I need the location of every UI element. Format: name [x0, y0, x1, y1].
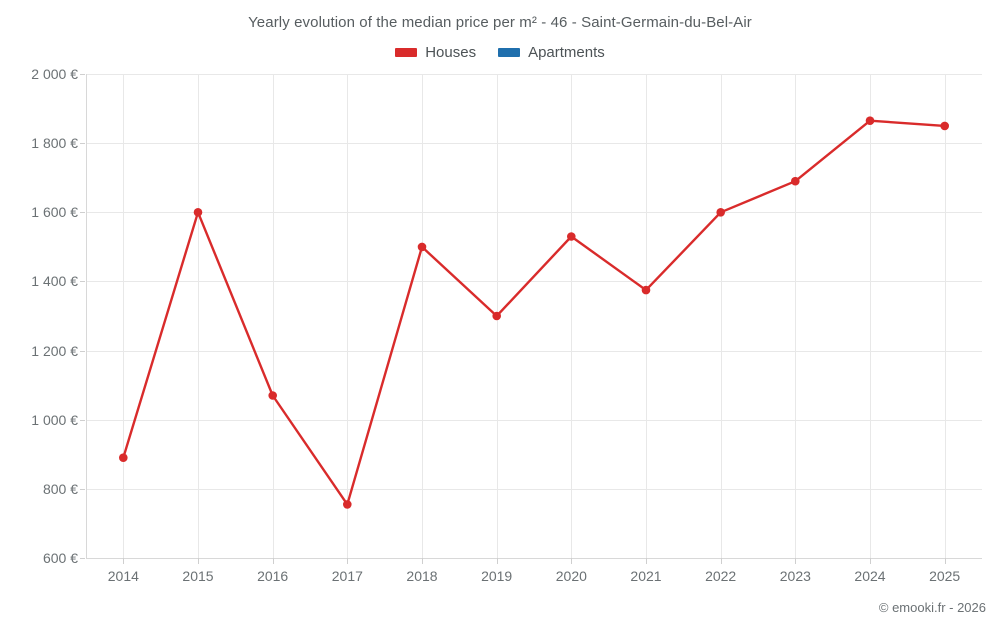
x-axis-tick-mark [272, 558, 274, 564]
y-axis-tick-mark [80, 74, 85, 75]
x-axis-tick-label: 2024 [854, 568, 886, 584]
series-line-houses [122, 119, 946, 506]
x-axis-tick-mark [944, 558, 946, 564]
gridline-vertical [795, 74, 797, 558]
legend-label-apartments: Apartments [528, 44, 605, 61]
x-axis-line [86, 558, 982, 559]
x-axis-tick-label: 2018 [406, 568, 438, 584]
y-axis-tick-label: 1 600 € [31, 204, 78, 221]
legend-item-houses[interactable]: Houses [395, 44, 476, 61]
gridline-vertical [944, 74, 946, 558]
x-axis-tick-mark [496, 558, 498, 564]
x-axis-tick-mark [198, 558, 199, 564]
data-point[interactable] [641, 285, 651, 295]
y-axis-tick-mark [80, 558, 85, 559]
chart-title: Yearly evolution of the median price per… [248, 14, 752, 31]
data-point[interactable] [343, 500, 352, 509]
gridline-vertical [646, 74, 647, 558]
gridline-vertical [422, 74, 423, 558]
data-point[interactable] [716, 208, 725, 217]
gridline-horizontal [86, 419, 982, 421]
x-axis-tick-mark [720, 558, 722, 564]
y-axis-tick-label: 1 400 € [31, 273, 78, 290]
plot-area [86, 74, 982, 558]
gridline-vertical [123, 74, 125, 558]
x-axis-tick-mark [646, 558, 647, 564]
legend-swatch-houses [395, 48, 418, 57]
x-axis-tick-label: 2023 [779, 568, 811, 584]
gridline-horizontal [86, 212, 982, 214]
x-axis-tick-label: 2019 [481, 568, 513, 584]
x-axis-tick-label: 2014 [107, 568, 139, 584]
y-axis-tick-mark [80, 419, 85, 421]
x-axis-tick-mark [795, 558, 797, 564]
chart-legend: Houses Apartments [0, 44, 1000, 61]
legend-label-houses: Houses [425, 44, 477, 61]
legend-swatch-apartments [498, 48, 521, 57]
x-axis-tick-mark [347, 558, 349, 564]
y-axis-tick-mark [80, 488, 85, 490]
legend-item-apartments[interactable]: Apartments [498, 44, 605, 61]
y-axis-tick-mark [80, 143, 85, 145]
y-axis-tick-label: 2 000 € [31, 66, 78, 82]
data-point[interactable] [193, 208, 203, 217]
gridline-horizontal [86, 143, 982, 145]
x-axis-tick-label: 2017 [331, 568, 363, 584]
gridline-vertical [870, 74, 871, 558]
data-point[interactable] [119, 453, 128, 463]
x-axis-tick-mark [422, 558, 423, 564]
y-axis-tick-label: 1 200 € [31, 342, 78, 359]
y-axis-tick-mark [80, 281, 85, 283]
y-axis-line [86, 74, 87, 559]
y-axis-tick-label: 1 800 € [31, 135, 78, 152]
data-point[interactable] [417, 242, 427, 252]
gridline-vertical [720, 74, 722, 558]
y-axis: 600 € 800 € 1 000 € 1 200 € 1 400 € 1 600 € 1 … [0, 0, 85, 625]
x-axis-tick-label: 2015 [182, 568, 214, 584]
x-axis-tick-mark [870, 558, 871, 564]
x-axis-tick-label: 2016 [257, 568, 289, 584]
gridline-vertical [571, 74, 573, 558]
y-axis-tick-label: 1 000 € [31, 411, 78, 428]
gridline-horizontal [86, 350, 982, 352]
y-axis-tick-label: 600 € [42, 550, 78, 566]
gridline-vertical [198, 74, 199, 558]
y-axis-tick-mark [80, 212, 85, 214]
x-axis-tick-mark [571, 558, 573, 564]
y-axis-tick-mark [80, 350, 85, 352]
data-point[interactable] [492, 311, 502, 321]
gridline-horizontal [86, 74, 982, 75]
gridline-horizontal [86, 281, 982, 283]
data-point[interactable] [940, 121, 949, 131]
footer-credit: © emooki.fr - 2026 [878, 600, 986, 615]
data-point[interactable] [567, 232, 576, 241]
y-axis-tick-label: 800 € [42, 480, 78, 497]
x-axis-tick-label: 2021 [630, 568, 662, 584]
x-axis-tick-label: 2025 [929, 568, 961, 584]
data-point[interactable] [791, 176, 800, 186]
data-point[interactable] [865, 116, 875, 125]
x-axis-tick-label: 2022 [705, 568, 737, 584]
x-axis-tick-mark [123, 558, 125, 564]
x-axis-tick-label: 2020 [555, 568, 587, 584]
gridline-vertical [272, 74, 274, 558]
gridline-horizontal [86, 488, 982, 490]
gridline-vertical [347, 74, 349, 558]
data-point[interactable] [268, 391, 278, 400]
